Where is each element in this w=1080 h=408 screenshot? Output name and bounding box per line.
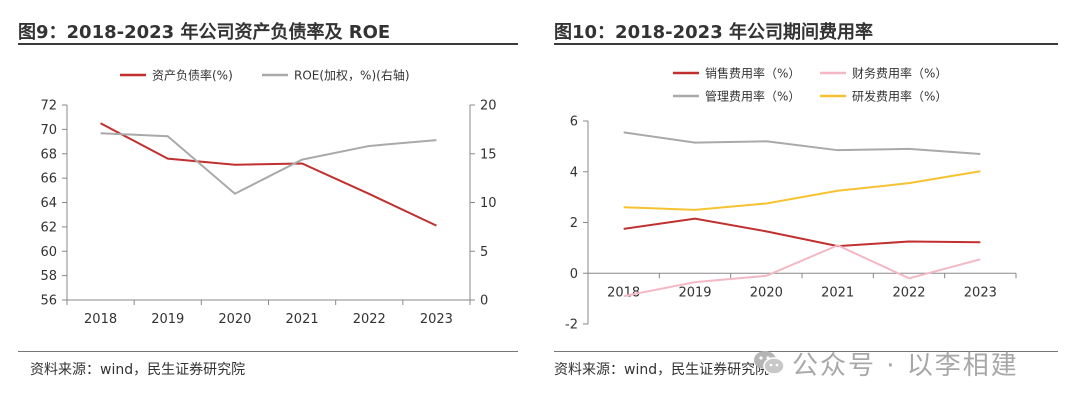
- left-figure-title: 图9：2018-2023 年公司资产负债率及 ROE: [18, 22, 391, 43]
- y-tick-label: -2: [565, 318, 578, 333]
- legend-label: 财务费用率（%）: [852, 66, 947, 81]
- wechat-icon: [754, 351, 785, 375]
- left-y-tick-label: 70: [40, 123, 57, 138]
- x-tick-label: 2022: [892, 285, 925, 300]
- right-y-tick-label: 10: [480, 196, 497, 211]
- left-source-note: 资料来源：wind，民生证券研究院: [30, 362, 246, 378]
- x-tick-label: 2018: [84, 312, 117, 327]
- left-y-tick-label: 64: [40, 196, 57, 211]
- x-tick-label: 2018: [607, 285, 640, 300]
- right-chart: -2 0 2 4 6 2018 2019 2020 2021 2022 2023 销售费用率（%） 财务…: [565, 66, 1017, 333]
- watermark-text: 公众号 · 以李相建: [792, 350, 1019, 381]
- right-source-rule: [554, 351, 1058, 352]
- x-tick-label: 2021: [286, 312, 319, 327]
- series-line-sales-expense-ratio: [623, 217, 981, 248]
- right-source-note: 资料来源：wind，民生证券研究院: [554, 362, 770, 378]
- right-title-rule: [554, 43, 1058, 45]
- left-figure: 图9：2018-2023 年公司资产负债率及 ROE 56 58 60 62 64 66 6…: [18, 22, 518, 378]
- right-y-tick-label: 0: [480, 294, 488, 309]
- x-tick-label: 2019: [678, 285, 711, 300]
- x-tick-label: 2020: [750, 285, 783, 300]
- x-tick-label: 2023: [964, 285, 997, 300]
- right-y-tick-label: 5: [480, 245, 488, 260]
- x-tick-label: 2020: [218, 312, 251, 327]
- series-line-roe: [100, 132, 437, 195]
- y-tick-label: 4: [570, 165, 578, 180]
- legend-label: 销售费用率（%）: [705, 66, 800, 81]
- right-y-tick-label: 15: [480, 147, 497, 162]
- right-y-tick-label: 20: [480, 99, 497, 114]
- legend-label: 管理费用率（%）: [705, 89, 800, 104]
- left-title-rule: [18, 43, 518, 45]
- x-tick-label: 2022: [353, 312, 386, 327]
- series-line-debt-ratio: [100, 122, 437, 227]
- left-y-tick-label: 56: [40, 294, 57, 309]
- y-tick-label: 0: [570, 267, 578, 282]
- legend-label: 研发费用率（%）: [852, 89, 947, 104]
- series-line-finance-expense-ratio: [623, 244, 981, 298]
- left-y-tick-label: 68: [40, 147, 57, 162]
- left-y-tick-label: 58: [40, 269, 57, 284]
- left-y-tick-label: 72: [40, 99, 57, 114]
- left-source-rule: [18, 351, 518, 352]
- left-y-tick-label: 62: [40, 220, 57, 235]
- x-tick-label: 2019: [151, 312, 184, 327]
- y-tick-label: 2: [570, 216, 578, 231]
- watermark: 公众号 · 以李相建: [752, 343, 1019, 383]
- left-y-tick-label: 66: [40, 172, 57, 187]
- series-line-admin-expense-ratio: [623, 131, 981, 155]
- series-line-rd-expense-ratio: [623, 170, 981, 211]
- left-chart: 56 58 60 62 64 66 68 70 72 0 5 10 15 20 2018 2019 2020 20…: [40, 68, 497, 328]
- legend-label: 资产负债率(%): [152, 68, 233, 83]
- left-y-tick-label: 60: [40, 245, 57, 260]
- right-figure-title: 图10：2018-2023 年公司期间费用率: [554, 22, 873, 43]
- right-figure: 图10：2018-2023 年公司期间费用率 -2 0 2 4 6 2018 2019 202…: [540, 0, 1080, 408]
- x-tick-label: 2023: [420, 312, 453, 327]
- y-tick-label: 6: [570, 115, 578, 130]
- x-tick-label: 2021: [821, 285, 854, 300]
- legend-label: ROE(加权，%)(右轴): [294, 68, 410, 83]
